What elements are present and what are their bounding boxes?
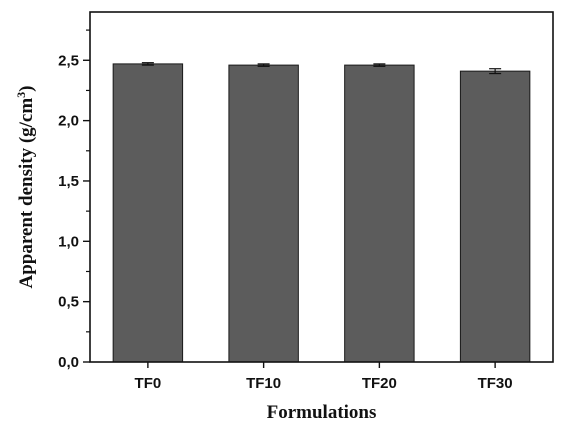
x-tick-label: TF0 bbox=[135, 375, 162, 392]
y-axis-title-end: ) bbox=[16, 85, 37, 91]
y-tick-label: 1,5 bbox=[58, 173, 79, 190]
y-tick-label: 1,0 bbox=[58, 233, 79, 250]
plot-frame bbox=[89, 11, 554, 363]
bars-group bbox=[112, 63, 531, 363]
y-tick-label: 2,5 bbox=[58, 52, 79, 69]
x-tick-label: TF10 bbox=[246, 375, 281, 392]
y-axis-title: Apparent density (g/cm3) bbox=[14, 85, 37, 288]
y-axis-title-superscript: 3 bbox=[14, 92, 28, 98]
bar-tf0 bbox=[112, 63, 184, 363]
bar-tf10 bbox=[228, 64, 299, 363]
y-tick-label: 0,5 bbox=[58, 294, 79, 311]
y-axis: 0,0 0,5 1,0 1,5 2,0 2,5 bbox=[58, 29, 90, 371]
y-axis-title-main: Apparent density (g/cm bbox=[16, 98, 37, 289]
bar-tf20 bbox=[344, 64, 415, 363]
y-tick-label: 0,0 bbox=[58, 354, 79, 371]
x-axis: TF0 TF10 TF20 TF30 bbox=[135, 362, 513, 392]
bar-tf30 bbox=[459, 70, 531, 363]
x-tick-label: TF30 bbox=[478, 375, 513, 392]
x-tick-label: TF20 bbox=[362, 375, 397, 392]
y-tick-label: 2,0 bbox=[58, 113, 79, 130]
error-bars-group bbox=[141, 62, 502, 75]
x-axis-title: Formulations bbox=[267, 402, 377, 423]
